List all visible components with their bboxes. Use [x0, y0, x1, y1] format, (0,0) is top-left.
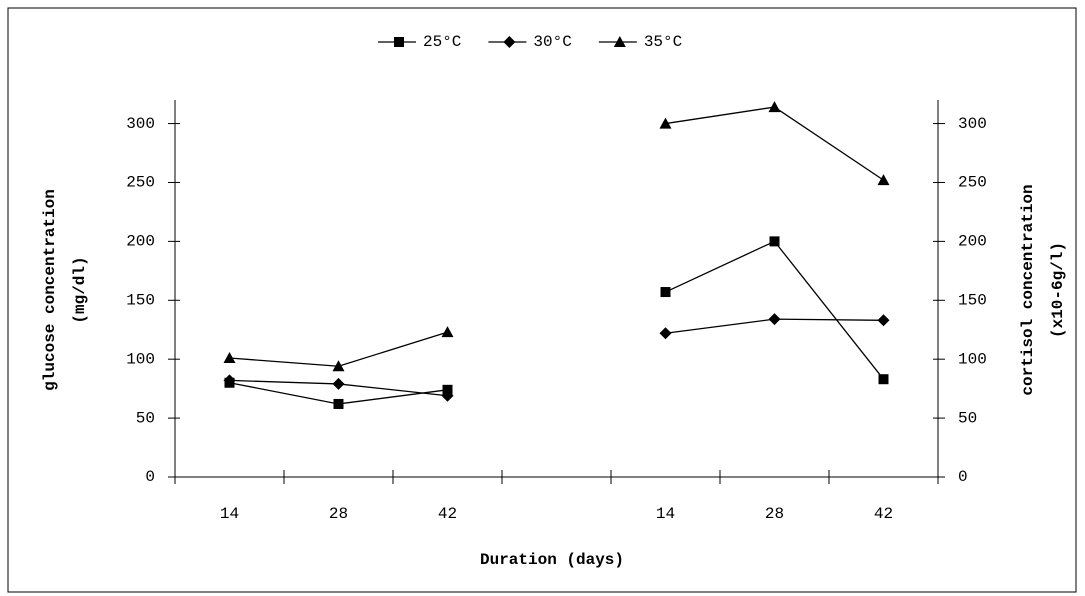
- marker: [441, 389, 454, 402]
- marker: [223, 374, 236, 387]
- marker: [878, 374, 889, 385]
- y-axis-label: glucose concentration (mg/dl): [41, 189, 89, 391]
- y2-tick-label: 150: [958, 292, 987, 310]
- y2-axis-label-line: (x10-6g/l): [1049, 242, 1067, 338]
- y-axis-label-line: glucose concentration: [41, 189, 59, 391]
- y2-tick-label: 0: [958, 468, 968, 486]
- marker: [223, 352, 236, 364]
- marker: [503, 36, 516, 48]
- series-line: [229, 240, 885, 405]
- marker: [659, 117, 672, 129]
- y2-tick-label: 250: [958, 174, 987, 192]
- y2-tick-label: 300: [958, 115, 987, 133]
- x-tick-label: 14: [656, 505, 675, 523]
- marker: [613, 36, 626, 47]
- x-tick-label: 42: [874, 505, 893, 523]
- y-tick-label: 200: [126, 233, 155, 251]
- y2-axis-label-line: cortisol concentration: [1019, 184, 1037, 395]
- marker: [659, 327, 672, 340]
- marker: [877, 314, 890, 327]
- y-tick-label: 0: [145, 468, 155, 486]
- y2-tick-label: 200: [958, 233, 987, 251]
- marker: [769, 236, 780, 247]
- x-tick-label: 28: [765, 505, 784, 523]
- legend-label: 30°C: [533, 33, 571, 51]
- x-tick-label: 14: [220, 505, 239, 523]
- x-tick-label: 28: [329, 505, 348, 523]
- y-tick-label: 50: [136, 409, 155, 427]
- y2-tick-label: 50: [958, 409, 977, 427]
- legend-label: 35°C: [644, 33, 682, 51]
- series-line: [229, 106, 884, 367]
- legend-label: 25°C: [423, 33, 461, 51]
- y-tick-label: 300: [126, 115, 155, 133]
- marker: [332, 377, 345, 390]
- series-line: [229, 318, 884, 397]
- marker: [333, 398, 344, 409]
- marker: [332, 360, 345, 372]
- marker: [394, 37, 404, 47]
- marker: [660, 287, 671, 298]
- y2-axis-label: cortisol concentration (x10-6g/l): [1019, 184, 1067, 395]
- marker: [441, 326, 454, 338]
- chart-frame: [7, 7, 1077, 593]
- y-tick-label: 250: [126, 174, 155, 192]
- y-axis-label-line: (mg/dl): [71, 256, 89, 323]
- marker: [768, 313, 781, 326]
- y2-tick-label: 100: [958, 350, 987, 368]
- x-tick-label: 42: [438, 505, 457, 523]
- y-tick-label: 100: [126, 350, 155, 368]
- marker: [768, 101, 781, 113]
- y-tick-label: 150: [126, 292, 155, 310]
- x-axis-label: Duration (days): [480, 551, 624, 569]
- marker: [877, 174, 890, 186]
